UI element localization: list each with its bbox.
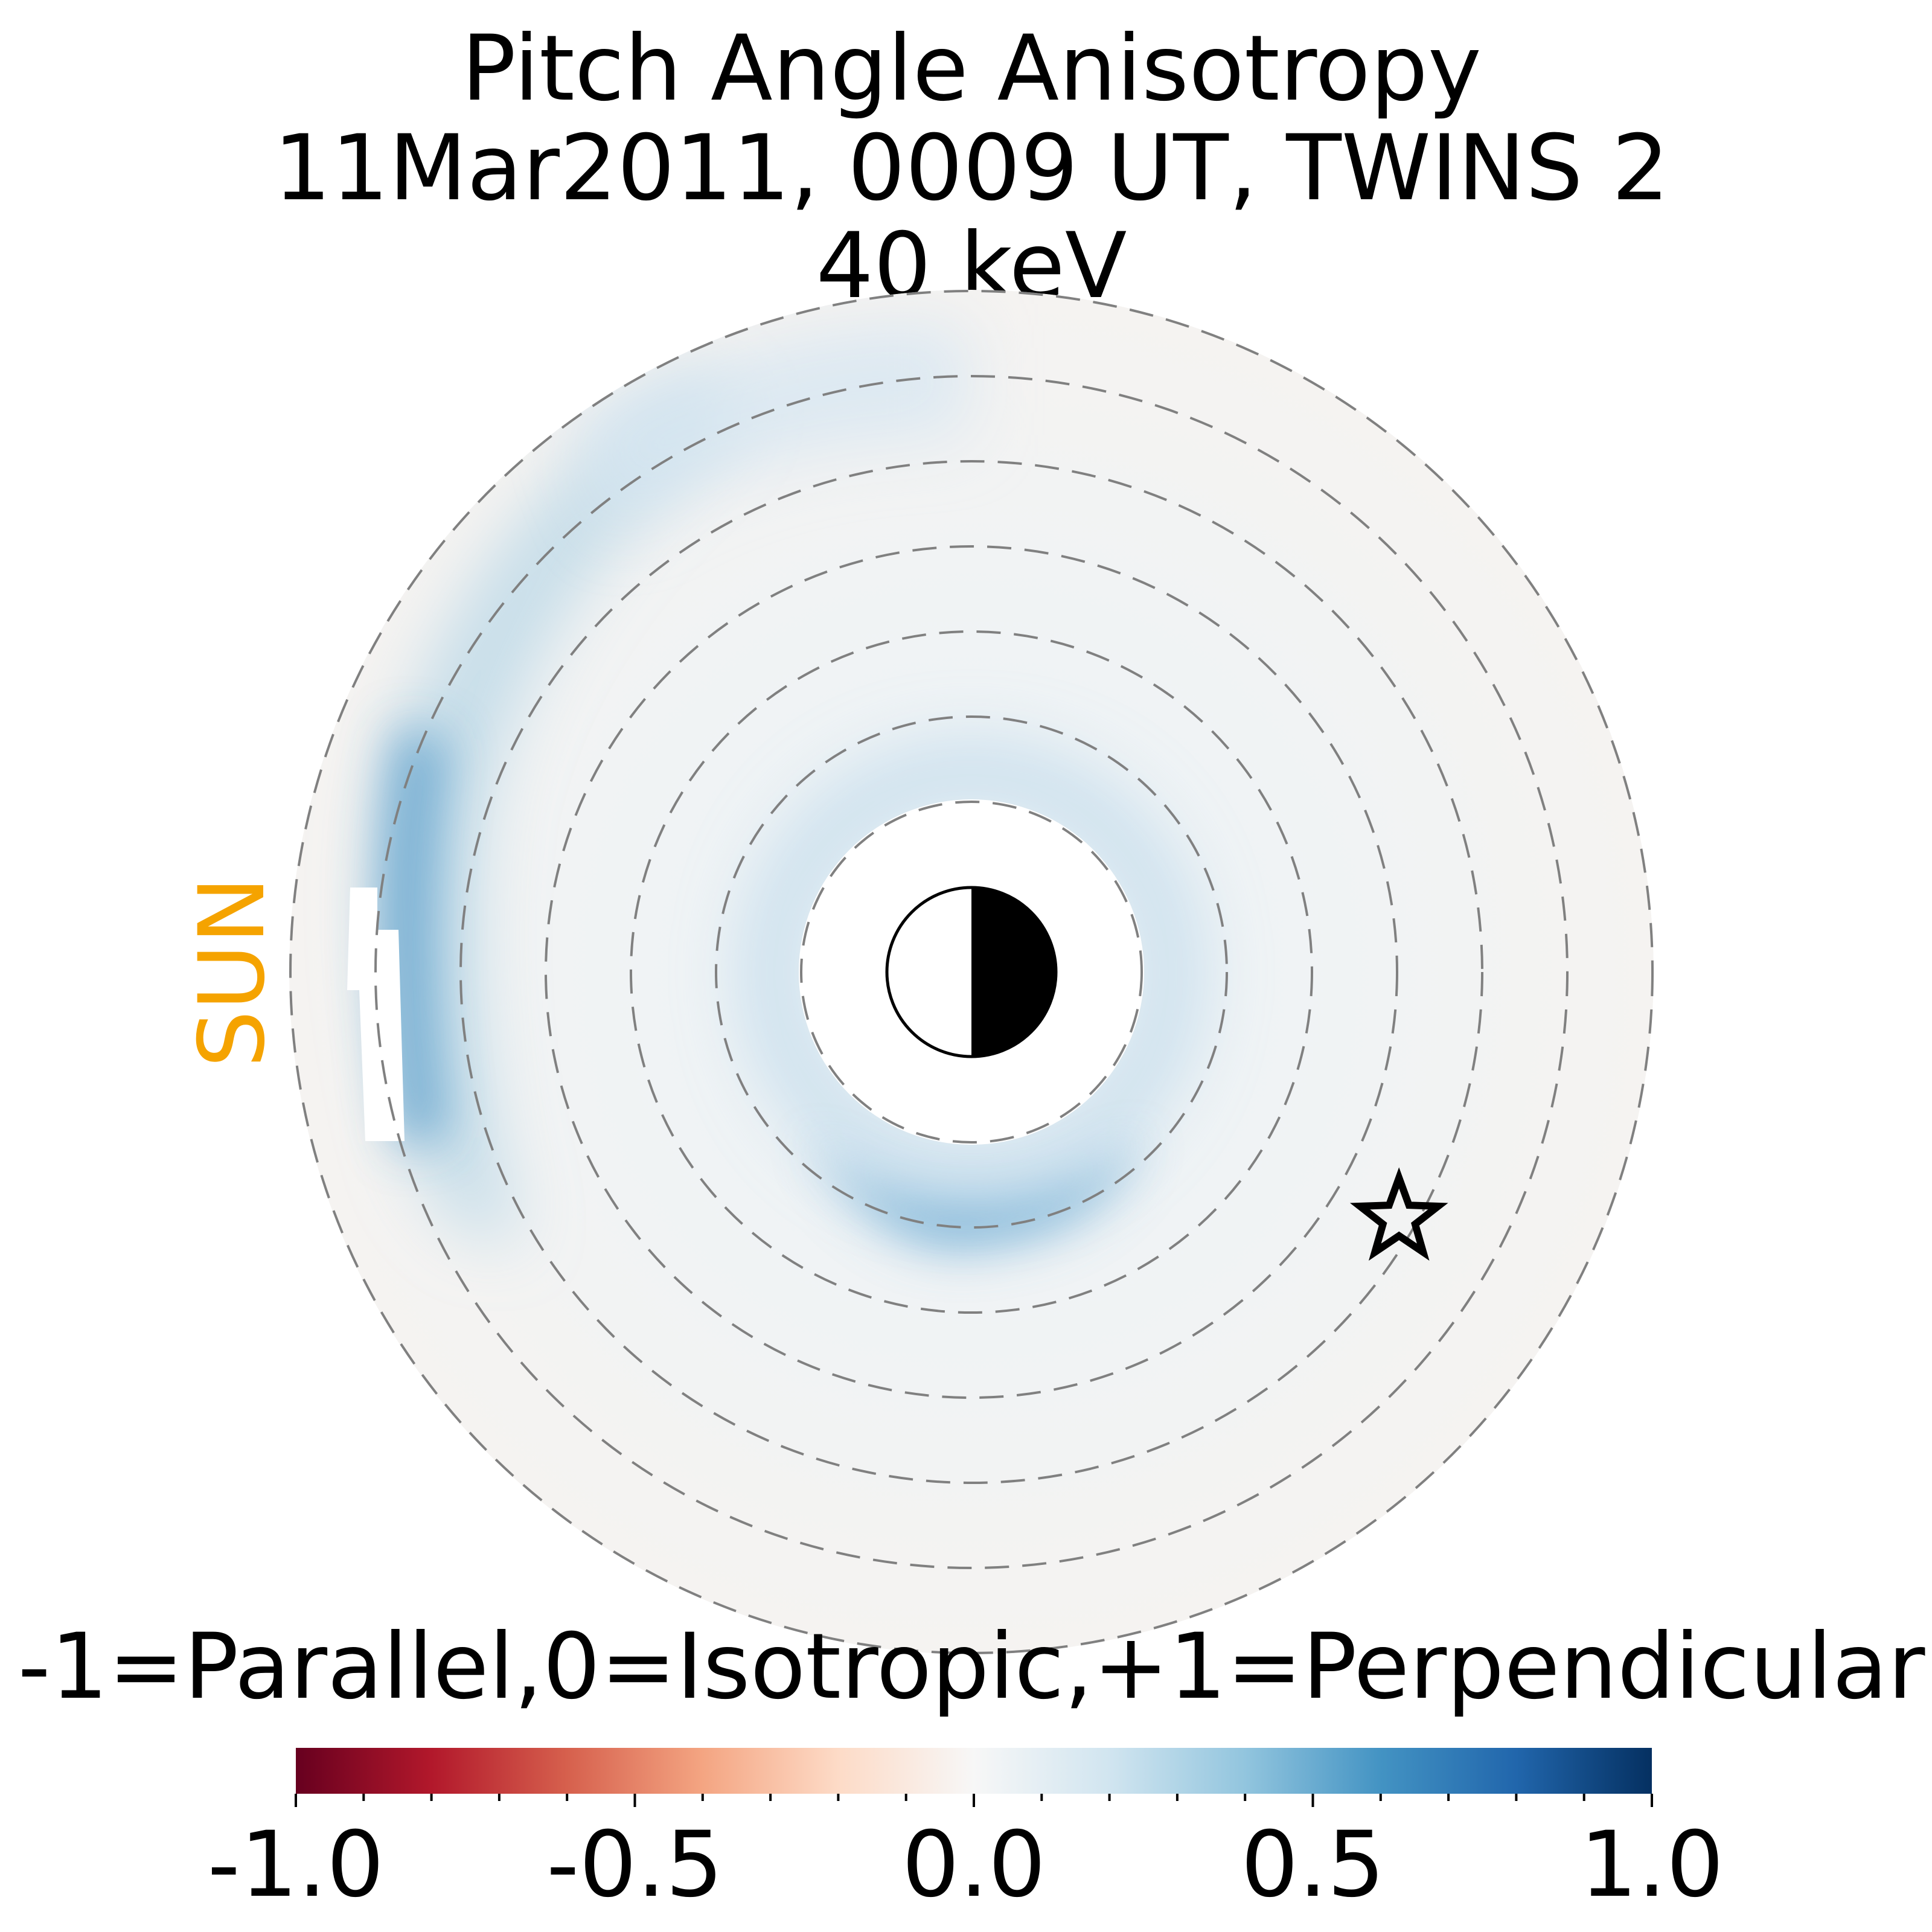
gridline-ring xyxy=(715,715,1228,1229)
colorbar-tick-label: -0.5 xyxy=(546,1812,723,1918)
observer-star-icon xyxy=(1349,1167,1448,1261)
upper-haze xyxy=(574,325,966,531)
chart-title: Pitch Angle Anisotropy xyxy=(461,16,1482,121)
colorbar-tick-labels: -1.0 -0.5 0.0 0.5 1.0 xyxy=(208,1812,1724,1918)
earth-icon xyxy=(885,886,1058,1058)
inner-ring xyxy=(745,746,1198,1198)
gridline-ring xyxy=(289,290,1654,1654)
no-data-notch xyxy=(347,888,405,1141)
colorbar-label: -1=Parallel,0=Isotropic,+1=Perpendicular xyxy=(18,1614,1925,1719)
dusk-inner-band xyxy=(803,1135,1147,1248)
colorbar xyxy=(296,1748,1652,1794)
gridline-ring xyxy=(800,801,1143,1144)
radial-gridlines xyxy=(289,290,1654,1654)
gridline-ring xyxy=(459,460,1483,1484)
gridline-ring xyxy=(545,545,1398,1399)
colorbar-ticks xyxy=(295,1794,1653,1807)
chart-subtitle: 11Mar2011, 0009 UT, TWINS 2 xyxy=(273,116,1669,221)
colorbar-tick-label: -1.0 xyxy=(208,1812,385,1918)
gridline-ring xyxy=(630,630,1313,1314)
sun-direction-label: SUN xyxy=(180,876,285,1067)
dayside-band xyxy=(379,374,743,1241)
gridline-ring xyxy=(374,375,1569,1569)
colorbar-tick-label: 0.0 xyxy=(902,1812,1046,1918)
colorbar-tick-label: 0.5 xyxy=(1241,1812,1385,1918)
colorbar-tick-label: 1.0 xyxy=(1580,1812,1724,1918)
